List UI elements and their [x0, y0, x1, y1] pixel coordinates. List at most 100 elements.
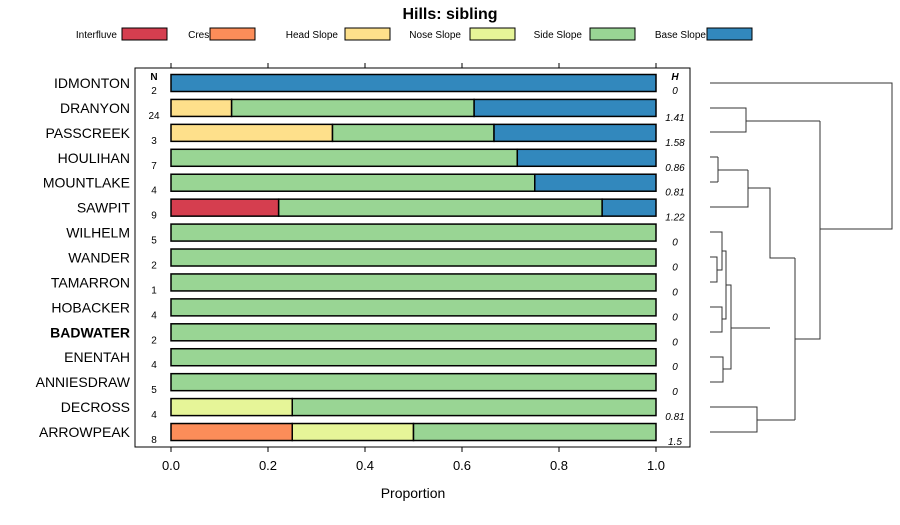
- n-value: 2: [151, 261, 157, 272]
- n-value: 9: [151, 211, 157, 222]
- bar-segment-side-slope: [412, 422, 657, 442]
- bar-segment-head-slope: [170, 123, 334, 143]
- n-value: 4: [151, 410, 157, 421]
- dendrogram-branch: [710, 356, 724, 383]
- n-value: 1: [151, 285, 157, 296]
- bar-row: DRANYON 24 1.41: [60, 98, 685, 124]
- category-label: HOBACKER: [51, 299, 130, 315]
- category-label: IDMONTON: [54, 75, 130, 91]
- bar-row: TAMARRON 1 0: [51, 273, 678, 298]
- bar-segment-side-slope: [170, 273, 657, 292]
- n-value: 4: [151, 186, 157, 197]
- legend-label: Base Slope: [655, 30, 707, 41]
- dendrogram-branch: [723, 284, 732, 370]
- bar-segment-base-slope: [473, 98, 657, 118]
- h-value: 0: [672, 287, 678, 298]
- bar-segment-nose-slope: [170, 397, 293, 417]
- bar-segment-base-slope: [601, 198, 657, 217]
- x-tick-label: 0.6: [453, 458, 471, 473]
- h-value: 1.41: [665, 113, 684, 124]
- plot-frame: [134, 67, 691, 448]
- bar-segment-side-slope: [170, 323, 657, 342]
- dendrogram-branch: [722, 250, 727, 320]
- bar-segment-side-slope: [277, 198, 603, 217]
- bar-segment-base-slope: [493, 123, 657, 143]
- legend-swatch: [209, 27, 256, 41]
- n-value: 5: [151, 236, 157, 247]
- x-tick-label: 1.0: [647, 458, 665, 473]
- h-value: 0.86: [665, 163, 685, 174]
- legend-label: Crest: [188, 30, 212, 41]
- h-value: 0: [672, 238, 678, 249]
- n-value: 7: [151, 161, 157, 172]
- bar-row: ANNIESDRAW 5 0: [36, 372, 678, 398]
- legend-swatch: [121, 27, 168, 41]
- x-axis: 0.0 0.2 0.4 0.6 0.8 1.0: [162, 63, 665, 473]
- category-label: ANNIESDRAW: [36, 374, 131, 390]
- dendrogram-branch: [710, 107, 747, 133]
- dendrogram-branch: [710, 170, 749, 208]
- bar-row: PASSCREEK 3 1.58: [45, 123, 685, 149]
- category-label: PASSCREEK: [45, 125, 130, 141]
- category-label: ENENTAH: [64, 349, 130, 365]
- bar-segment-side-slope: [170, 298, 657, 317]
- n-value: 2: [151, 86, 157, 97]
- bar-segment-base-slope: [516, 148, 657, 168]
- bar-segment-side-slope: [170, 248, 657, 267]
- h-value: 1.22: [665, 213, 685, 224]
- bar-segment-interfluve: [170, 198, 280, 217]
- bar-segment-side-slope: [170, 173, 536, 192]
- dendrogram-branch: [748, 187, 795, 259]
- category-label: TAMARRON: [51, 274, 130, 290]
- dendrogram-branch: [710, 231, 723, 271]
- n-value: 8: [151, 435, 157, 446]
- legend-swatch: [706, 27, 753, 41]
- bar-segment-side-slope: [331, 123, 495, 143]
- bar-segment-side-slope: [170, 347, 657, 367]
- h-value: 0: [672, 362, 678, 373]
- x-tick-label: 0.4: [356, 458, 374, 473]
- bar-row: WANDER 2 0: [68, 248, 678, 274]
- x-tick-label: 0.2: [259, 458, 277, 473]
- legend-label: Interfluve: [76, 30, 118, 41]
- bar-segment-base-slope: [170, 73, 657, 93]
- bar-row: WILHELM 5 0: [66, 223, 678, 249]
- bar-segment-crest: [170, 422, 293, 442]
- dendrogram-branch: [710, 306, 723, 333]
- h-value: 0: [672, 337, 678, 348]
- h-value: 0: [672, 387, 678, 398]
- category-label: DECROSS: [61, 399, 130, 415]
- bar-segment-base-slope: [534, 173, 657, 192]
- bar-row: ARROWPEAK 8 1.5: [39, 422, 682, 448]
- h-header: H: [671, 72, 679, 83]
- n-value: 2: [151, 335, 157, 346]
- bar-segment-side-slope: [170, 372, 657, 392]
- bar-row: DECROSS 4 0.81: [61, 397, 685, 423]
- category-label: WANDER: [68, 250, 130, 266]
- legend-label: Side Slope: [534, 30, 583, 41]
- category-label: BADWATER: [50, 324, 130, 340]
- category-label: HOULIHAN: [58, 150, 130, 166]
- legend-swatch: [589, 27, 636, 41]
- bar-row: SAWPIT 9 1.22: [77, 198, 685, 224]
- h-value: 1.5: [668, 437, 682, 448]
- bar-row: MOUNTLAKE 4 0.81: [43, 173, 685, 199]
- category-label: DRANYON: [60, 100, 130, 116]
- bar-row: ENENTAH 4 0: [64, 347, 678, 373]
- h-value: 0: [672, 263, 678, 274]
- category-label: ARROWPEAK: [39, 424, 131, 440]
- bar-row: IDMONTON 2 0: [54, 73, 678, 97]
- bar-row: HOBACKER 4 0: [51, 298, 678, 323]
- category-label: WILHELM: [66, 225, 130, 241]
- bar-segment-side-slope: [291, 397, 657, 417]
- legend-label: Nose Slope: [409, 30, 461, 41]
- n-value: 3: [151, 136, 157, 147]
- dendrogram: [710, 82, 893, 433]
- n-header: N: [150, 72, 157, 83]
- legend-swatch: [344, 27, 391, 41]
- category-label: SAWPIT: [77, 200, 131, 216]
- dendrogram-branch: [795, 121, 821, 340]
